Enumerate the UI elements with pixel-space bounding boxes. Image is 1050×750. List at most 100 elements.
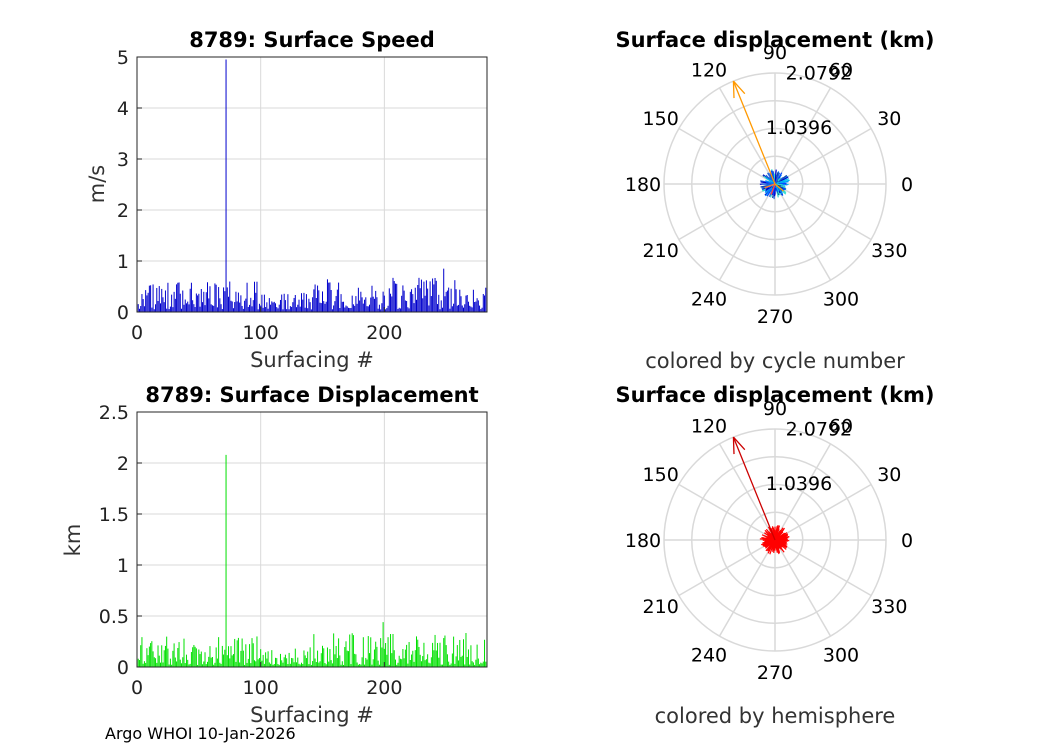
- displacement-vector: [770, 183, 776, 195]
- polar-spoke: [774, 539, 832, 637]
- arrow-head: [732, 437, 735, 455]
- angle-tick-label: 150: [643, 464, 679, 486]
- polar-hemisphere-chart: Surface displacement (km) 0 30 60 90 120 150 1…: [615, 383, 934, 728]
- polar-spoke: [718, 443, 776, 541]
- polar-spoke: [774, 183, 872, 241]
- angle-tick-label: 60: [829, 416, 853, 438]
- angle-tick-label: 30: [877, 108, 901, 130]
- polar-cycle-grid: [663, 72, 887, 296]
- y-tick-label: 3: [117, 149, 129, 171]
- radial-tick-label: 1.0396: [766, 117, 832, 139]
- polar-hemisphere-title: Surface displacement (km): [615, 383, 934, 407]
- speed-plot-area: [137, 57, 487, 312]
- footer-credit: Argo WHOI 10-Jan-2026: [105, 724, 296, 743]
- polar-spoke: [678, 183, 776, 241]
- angle-tick-label: 240: [691, 288, 727, 310]
- displacement-vector: [774, 178, 790, 185]
- x-tick-label: 200: [366, 322, 402, 344]
- displacement-vector: [765, 180, 776, 185]
- displacement-vector: [773, 539, 776, 547]
- angle-tick-label: 330: [871, 596, 907, 618]
- displacement-chart-title: 8789: Surface Displacement: [145, 383, 478, 407]
- radial-tick-label: 2.0792: [786, 418, 852, 440]
- arrow-head: [732, 80, 746, 95]
- polar-cycle-chart: Surface displacement (km) 0 30 60 90 120 150 1…: [615, 28, 934, 373]
- angle-tick-label: 270: [757, 662, 793, 684]
- x-tick-label: 100: [243, 677, 279, 699]
- speed-xlabel: Surfacing #: [250, 348, 374, 372]
- polar-spoke: [774, 539, 872, 597]
- angle-tick-label: 300: [823, 644, 859, 666]
- polar-spoke: [678, 127, 776, 185]
- speed-ticks: 0 1 2 3 4 5 0 100 200: [117, 47, 403, 344]
- angle-tick-label: 0: [901, 174, 913, 196]
- surface-displacement-chart: 8789: Surface Displacement 00.511.522.50…: [61, 383, 488, 727]
- polar-spoke: [718, 183, 776, 281]
- polar-spoke: [774, 483, 872, 541]
- displacement-vector: [774, 183, 784, 192]
- polar-spoke: [774, 443, 832, 541]
- displacement-vector: [764, 183, 776, 189]
- polar-spoke: [774, 183, 832, 281]
- y-tick-label: 1: [117, 251, 129, 273]
- angle-tick-label: 30: [877, 464, 901, 486]
- radial-tick-label: 1.0396: [766, 473, 832, 495]
- displacement-vector: [774, 169, 777, 185]
- displacement-bars: [137, 454, 488, 667]
- displacement-plot-area: [137, 412, 487, 667]
- y-tick-label: 2: [117, 453, 129, 475]
- angle-tick-label: 210: [643, 596, 679, 618]
- displacement-ylabel: km: [61, 524, 85, 557]
- polar-hemisphere-labels: 0 30 60 90 120 150 180 210 240 270 300 330 1.0396 2.0…: [625, 398, 913, 684]
- x-tick-label: 200: [366, 677, 402, 699]
- angle-tick-label: 330: [871, 240, 907, 262]
- displacement-vector: [774, 172, 781, 185]
- polar-cycle-subtitle: colored by cycle number: [645, 349, 905, 373]
- polar-spoke: [774, 127, 872, 185]
- x-tick-label: 0: [131, 677, 143, 699]
- angle-tick-label: 90: [763, 42, 787, 64]
- angle-tick-label: 240: [691, 644, 727, 666]
- angle-tick-label: 120: [691, 60, 727, 82]
- polar-cycle-labels: 0 30 60 90 120 150 180 210 240 270 300 330 1.0396 2.0…: [625, 42, 913, 328]
- arrow-head: [732, 436, 746, 451]
- y-tick-label: 0.5: [99, 606, 129, 628]
- displacement-vector: [774, 532, 788, 541]
- angle-tick-label: 0: [901, 530, 913, 552]
- speed-ylabel: m/s: [85, 165, 109, 203]
- polar-spoke: [678, 483, 776, 541]
- displacement-axes-box: [136, 411, 488, 668]
- polar-hemisphere-grid: [663, 428, 887, 652]
- y-tick-label: 0: [117, 302, 129, 324]
- polar-cycle-title: Surface displacement (km): [615, 28, 934, 52]
- polar-hemisphere-points: [759, 525, 790, 555]
- angle-tick-label: 150: [643, 108, 679, 130]
- radial-tick-label: 2.0792: [786, 62, 852, 84]
- y-tick-label: 0: [117, 657, 129, 679]
- max-displacement-arrow: [732, 80, 776, 185]
- displacement-xlabel: Surfacing #: [250, 703, 374, 727]
- polar-spoke: [774, 87, 832, 185]
- angle-tick-label: 60: [829, 60, 853, 82]
- angle-tick-label: 270: [757, 306, 793, 328]
- y-tick-label: 4: [117, 98, 129, 120]
- y-tick-label: 1.5: [99, 504, 129, 526]
- displacement-ticks: 0 0.5 1 1.5 2 2.5 0 100 200: [99, 402, 403, 699]
- polar-hemisphere-arrow: [732, 436, 776, 541]
- polar-cycle-arrow: [732, 80, 776, 185]
- speed-chart-title: 8789: Surface Speed: [189, 28, 435, 52]
- polar-spoke: [678, 539, 776, 597]
- displacement-vector: [765, 539, 776, 548]
- y-tick-label: 1: [117, 555, 129, 577]
- displacement-vector: [767, 539, 776, 552]
- angle-tick-label: 180: [625, 174, 661, 196]
- x-tick-label: 0: [131, 322, 143, 344]
- angle-tick-label: 180: [625, 530, 661, 552]
- y-tick-label: 5: [117, 47, 129, 69]
- polar-spoke: [718, 87, 776, 185]
- angle-tick-label: 90: [763, 398, 787, 420]
- surface-speed-chart: 8789: Surface Speed 0 1 2 3 4 5 0 100 200 Surfac…: [85, 28, 488, 372]
- arrow-head: [732, 81, 735, 99]
- polar-spoke: [718, 539, 776, 637]
